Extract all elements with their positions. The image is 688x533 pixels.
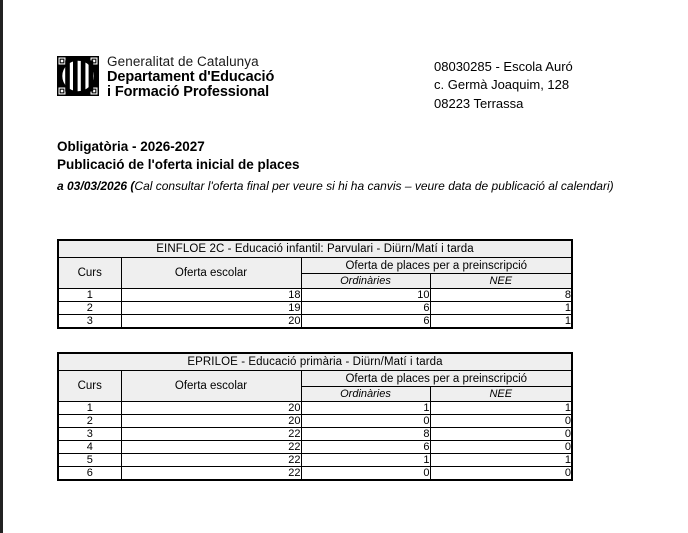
page-title: Obligatòria - 2026-2027 <box>57 139 205 154</box>
table-row: 4 22 6 0 <box>57 440 573 454</box>
table-row: 2 19 6 1 <box>57 301 573 315</box>
cell-curs: 3 <box>57 314 122 329</box>
cell-nee: 0 <box>429 440 573 454</box>
cell-ordinaries: 8 <box>300 427 431 441</box>
col-header-group-preinscripcio: Oferta de places per a preinscripció <box>300 257 573 274</box>
cell-oferta: 20 <box>120 401 302 415</box>
table-row: 1 20 1 1 <box>57 401 573 415</box>
page-subtitle: Publicació de l'oferta inicial de places <box>57 157 300 173</box>
table-row: 2 20 0 0 <box>57 414 573 428</box>
cell-nee: 1 <box>429 301 573 315</box>
cell-nee: 0 <box>429 414 573 428</box>
table-header-row-group: Curs Oferta escolar Oferta de places per… <box>57 257 573 289</box>
cell-ordinaries: 10 <box>300 288 431 302</box>
school-code-name: 08030285 - Escola Auró <box>434 59 573 74</box>
generalitat-catalunya-emblem-icon <box>57 56 99 96</box>
table-title-row: EINFLOE 2C - Educació infantil: Parvular… <box>57 239 573 258</box>
brand-line-formacio: i Formació Professional <box>107 84 270 101</box>
col-header-oferta-escolar: Oferta escolar <box>120 370 302 402</box>
cell-oferta: 22 <box>120 440 302 454</box>
school-street: c. Germà Joaquim, 128 <box>434 77 570 93</box>
cell-ordinaries: 0 <box>300 414 431 428</box>
publication-note-text: Cal consultar l'oferta final per veure s… <box>134 178 614 193</box>
cell-curs: 3 <box>57 427 122 441</box>
offer-table-primaria: EPRILOE - Educació primària - Diürn/Matí… <box>57 352 574 481</box>
cell-ordinaries: 1 <box>300 453 431 467</box>
table-row: 5 22 1 1 <box>57 453 573 467</box>
offer-table-infantil: EINFLOE 2C - Educació infantil: Parvular… <box>57 239 574 329</box>
cell-oferta: 18 <box>120 288 302 302</box>
document-header: Generalitat de Catalunya Departament d'E… <box>57 54 637 113</box>
cell-nee: 0 <box>429 466 573 481</box>
table-title-infantil: EINFLOE 2C - Educació infantil: Parvular… <box>57 239 573 258</box>
col-header-nee: NEE <box>429 273 573 289</box>
cell-oferta: 22 <box>120 427 302 441</box>
page-edge-bar <box>0 0 3 533</box>
cell-oferta: 22 <box>120 453 302 467</box>
table-body-primaria: 1 20 1 1 2 20 0 0 3 22 8 0 4 22 6 0 <box>57 401 573 481</box>
brand-line-generalitat: Generalitat de Catalunya <box>107 54 259 69</box>
col-header-ordinaries: Ordinàries <box>300 386 431 402</box>
cell-nee: 0 <box>429 427 573 441</box>
brand-line-departament: Departament d'Educació <box>107 68 275 85</box>
table-body-infantil: 1 18 10 8 2 19 6 1 3 20 6 1 <box>57 288 573 329</box>
cell-oferta: 19 <box>120 301 302 315</box>
col-header-nee: NEE <box>429 386 573 402</box>
cell-nee: 1 <box>429 314 573 329</box>
publication-date: a 03/03/2026 ( <box>57 178 135 193</box>
title-block: Obligatòria - 2026-2027 Publicació de l'… <box>57 138 657 193</box>
department-name: Generalitat de Catalunya Departament d'E… <box>107 54 274 101</box>
cell-nee: 8 <box>429 288 573 302</box>
school-city: 08223 Terrassa <box>434 95 524 111</box>
col-header-curs: Curs <box>57 370 122 402</box>
school-address-block: 08030285 - Escola Auró c. Germà Joaquim,… <box>434 58 573 113</box>
cell-oferta: 20 <box>120 414 302 428</box>
cell-oferta: 20 <box>120 314 302 329</box>
table-row: 3 20 6 1 <box>57 314 573 329</box>
cell-curs: 5 <box>57 453 122 467</box>
cell-curs: 4 <box>57 440 122 454</box>
cell-ordinaries: 6 <box>300 301 431 315</box>
cell-curs: 1 <box>57 401 122 415</box>
cell-nee: 1 <box>429 453 573 467</box>
table-title-row: EPRILOE - Educació primària - Diürn/Matí… <box>57 352 573 371</box>
table-header-row-group: Curs Oferta escolar Oferta de places per… <box>57 370 573 402</box>
cell-curs: 2 <box>57 301 122 315</box>
table-row: 6 22 0 0 <box>57 466 573 481</box>
cell-ordinaries: 6 <box>300 440 431 454</box>
cell-curs: 6 <box>57 466 122 481</box>
cell-ordinaries: 0 <box>300 466 431 481</box>
cell-oferta: 22 <box>120 466 302 481</box>
cell-curs: 2 <box>57 414 122 428</box>
col-header-curs: Curs <box>57 257 122 289</box>
table-title-primaria: EPRILOE - Educació primària - Diürn/Matí… <box>57 352 573 371</box>
col-header-ordinaries: Ordinàries <box>300 273 431 289</box>
department-branding: Generalitat de Catalunya Departament d'E… <box>57 54 274 101</box>
cell-curs: 1 <box>57 288 122 302</box>
cell-ordinaries: 1 <box>300 401 431 415</box>
publication-note: a 03/03/2026 (Cal consultar l'oferta fin… <box>57 179 657 193</box>
cell-ordinaries: 6 <box>300 314 431 329</box>
table-row: 1 18 10 8 <box>57 288 573 302</box>
cell-nee: 1 <box>429 401 573 415</box>
col-header-group-preinscripcio: Oferta de places per a preinscripció <box>300 370 573 387</box>
table-row: 3 22 8 0 <box>57 427 573 441</box>
col-header-oferta-escolar: Oferta escolar <box>120 257 302 289</box>
